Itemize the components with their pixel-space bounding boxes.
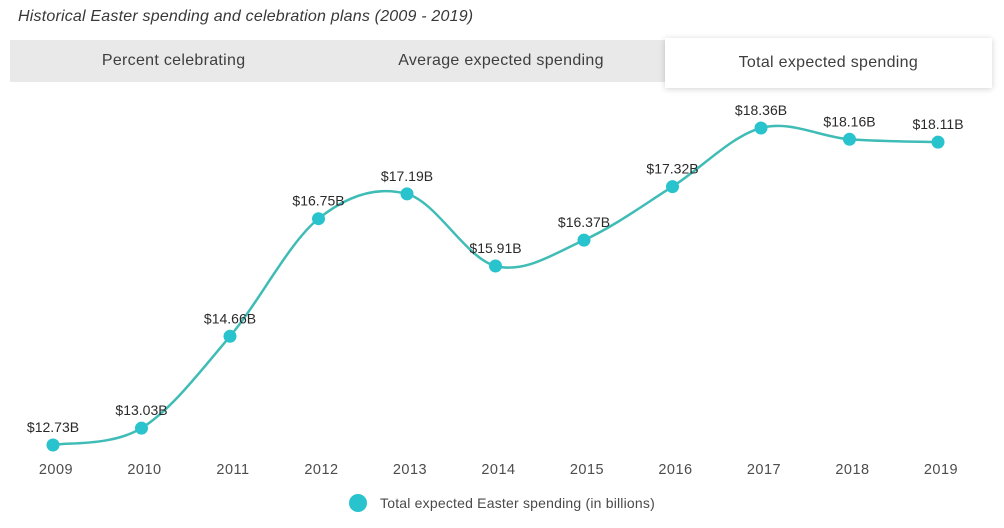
data-point-label-2009: $12.73B	[27, 419, 79, 435]
data-point-2010[interactable]	[135, 421, 148, 435]
x-axis-label-2018: 2018	[835, 462, 869, 478]
data-point-2018[interactable]	[843, 132, 856, 146]
data-point-label-2019: $18.11B	[912, 116, 963, 132]
data-point-label-2018: $18.16B	[823, 113, 875, 129]
tab-average-expected-spending[interactable]: Average expected spending	[398, 52, 604, 69]
data-point-2012[interactable]	[312, 212, 325, 226]
data-point-label-2017: $18.36B	[735, 102, 787, 118]
page-title: Historical Easter spending and celebrati…	[18, 8, 474, 25]
data-point-label-2012: $16.75B	[292, 193, 344, 209]
data-point-2013[interactable]	[400, 187, 414, 201]
x-axis-label-2009: 2009	[39, 462, 73, 478]
legend-label: Total expected Easter spending (in billi…	[380, 495, 655, 511]
data-point-2016[interactable]	[666, 180, 679, 194]
data-point-2011[interactable]	[223, 329, 237, 343]
x-axis-label-2010: 2010	[127, 462, 161, 478]
x-axis-label-2013: 2013	[393, 462, 427, 478]
chart-line	[51, 124, 940, 447]
tab-bar: Percent celebrating Average expected spe…	[10, 38, 992, 88]
data-point-label-2013: $17.19B	[381, 168, 433, 184]
chart-legend: Total expected Easter spending (in billi…	[0, 494, 1004, 512]
chart-area: $12.73B 2009 $13.03B 2010 $14.66B 2011 $16.75B…	[27, 102, 964, 478]
x-axis-label-2015: 2015	[570, 462, 604, 478]
data-point-label-2011: $14.66B	[204, 310, 256, 326]
data-point-2019[interactable]	[931, 135, 945, 149]
data-point-label-2016: $17.32B	[646, 161, 698, 177]
x-axis-label-2017: 2017	[747, 462, 781, 478]
x-axis-label-2019: 2019	[924, 462, 958, 478]
data-point-2009[interactable]	[46, 438, 60, 452]
data-point-label-2015: $16.37B	[558, 214, 610, 230]
x-axis-label-2014: 2014	[481, 462, 515, 478]
x-axis-label-2012: 2012	[304, 462, 338, 478]
data-point-label-2010: $13.03B	[115, 402, 167, 418]
data-point-2017[interactable]	[754, 121, 768, 135]
tab-total-expected-spending[interactable]: Total expected spending	[664, 38, 992, 88]
data-point-2014[interactable]	[489, 259, 502, 273]
data-point-2015[interactable]	[577, 233, 591, 247]
spending-line-chart: $12.73B 2009 $13.03B 2010 $14.66B 2011 $16.75B…	[27, 102, 964, 478]
data-point-label-2014: $15.91B	[469, 240, 521, 256]
legend-marker-icon	[349, 494, 368, 512]
x-axis-label-2016: 2016	[658, 462, 692, 478]
x-axis-label-2011: 2011	[216, 462, 249, 478]
tab-percent-celebrating[interactable]: Percent celebrating	[101, 52, 246, 69]
